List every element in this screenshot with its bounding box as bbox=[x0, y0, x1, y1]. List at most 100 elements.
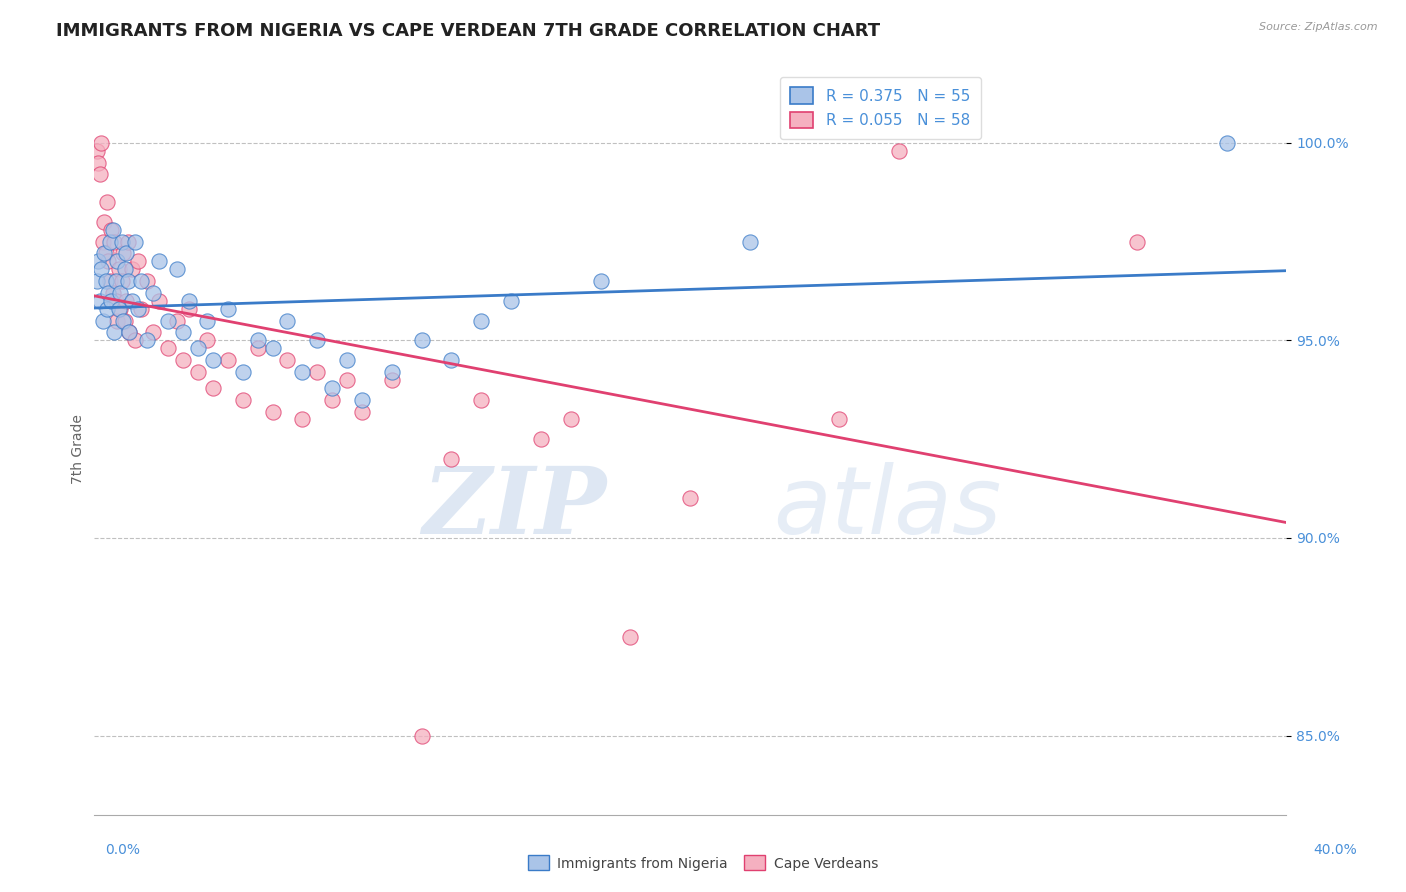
Text: Source: ZipAtlas.com: Source: ZipAtlas.com bbox=[1260, 22, 1378, 32]
Point bbox=[201, 353, 224, 368]
Point bbox=[89, 168, 111, 182]
Point bbox=[195, 334, 218, 348]
Point bbox=[440, 353, 463, 368]
Point bbox=[166, 262, 188, 277]
Text: atlas: atlas bbox=[773, 462, 1002, 553]
Point bbox=[108, 262, 131, 277]
Point bbox=[114, 262, 136, 277]
Point bbox=[103, 235, 125, 249]
Text: 0.0%: 0.0% bbox=[105, 843, 141, 857]
Point bbox=[101, 285, 124, 300]
Point bbox=[142, 326, 165, 340]
Point bbox=[127, 301, 149, 316]
Point bbox=[307, 334, 329, 348]
Point bbox=[97, 285, 120, 300]
Point bbox=[103, 326, 125, 340]
Point bbox=[97, 254, 120, 268]
Point bbox=[350, 404, 373, 418]
Point bbox=[177, 301, 200, 316]
Point bbox=[115, 246, 138, 260]
Text: IMMIGRANTS FROM NIGERIA VS CAPE VERDEAN 7TH GRADE CORRELATION CHART: IMMIGRANTS FROM NIGERIA VS CAPE VERDEAN … bbox=[56, 22, 880, 40]
Point bbox=[112, 313, 135, 327]
Point bbox=[89, 293, 111, 308]
Point bbox=[91, 235, 114, 249]
Point bbox=[117, 235, 139, 249]
Point bbox=[291, 365, 314, 379]
Point bbox=[321, 392, 343, 407]
Point bbox=[93, 215, 115, 229]
Point bbox=[501, 293, 523, 308]
Point bbox=[96, 301, 118, 316]
Point bbox=[107, 313, 129, 327]
Point bbox=[291, 412, 314, 426]
Point bbox=[114, 313, 136, 327]
Point bbox=[262, 341, 284, 355]
Point bbox=[1126, 235, 1149, 249]
Point bbox=[440, 451, 463, 466]
Point bbox=[530, 432, 553, 446]
Point bbox=[262, 404, 284, 418]
Point bbox=[148, 293, 170, 308]
Point bbox=[101, 223, 124, 237]
Legend: Immigrants from Nigeria, Cape Verdeans: Immigrants from Nigeria, Cape Verdeans bbox=[523, 850, 883, 876]
Point bbox=[136, 274, 159, 288]
Point bbox=[1216, 136, 1239, 150]
Point bbox=[157, 313, 180, 327]
Point bbox=[217, 301, 239, 316]
Text: ZIP: ZIP bbox=[422, 463, 606, 552]
Point bbox=[115, 293, 138, 308]
Point bbox=[127, 254, 149, 268]
Point bbox=[129, 274, 152, 288]
Point bbox=[90, 262, 112, 277]
Point bbox=[166, 313, 188, 327]
Point bbox=[350, 392, 373, 407]
Point bbox=[142, 285, 165, 300]
Point bbox=[94, 246, 117, 260]
Point bbox=[136, 334, 159, 348]
Point bbox=[110, 285, 132, 300]
Point bbox=[98, 235, 121, 249]
Point bbox=[246, 334, 269, 348]
Point bbox=[118, 326, 141, 340]
Point bbox=[321, 381, 343, 395]
Point bbox=[124, 334, 146, 348]
Point bbox=[104, 274, 127, 288]
Point bbox=[232, 392, 254, 407]
Point bbox=[195, 313, 218, 327]
Point bbox=[100, 293, 122, 308]
Point bbox=[111, 235, 134, 249]
Point bbox=[738, 235, 761, 249]
Point bbox=[276, 353, 298, 368]
Point bbox=[100, 223, 122, 237]
Point bbox=[121, 262, 143, 277]
Point bbox=[470, 392, 492, 407]
Point bbox=[87, 254, 110, 268]
Point bbox=[111, 274, 134, 288]
Point bbox=[118, 326, 141, 340]
Point bbox=[336, 373, 359, 387]
Point bbox=[187, 341, 209, 355]
Point bbox=[108, 301, 131, 316]
Point bbox=[411, 334, 433, 348]
Point bbox=[887, 144, 910, 158]
Point bbox=[129, 301, 152, 316]
Point bbox=[307, 365, 329, 379]
Point bbox=[94, 274, 117, 288]
Point bbox=[93, 246, 115, 260]
Point bbox=[187, 365, 209, 379]
Point bbox=[470, 313, 492, 327]
Point bbox=[86, 274, 108, 288]
Point bbox=[148, 254, 170, 268]
Point bbox=[177, 293, 200, 308]
Point bbox=[124, 235, 146, 249]
Point bbox=[828, 412, 851, 426]
Point bbox=[90, 136, 112, 150]
Point bbox=[619, 630, 641, 644]
Point bbox=[87, 155, 110, 169]
Point bbox=[172, 326, 194, 340]
Point bbox=[117, 274, 139, 288]
Point bbox=[381, 365, 404, 379]
Point bbox=[107, 254, 129, 268]
Point bbox=[276, 313, 298, 327]
Point bbox=[217, 353, 239, 368]
